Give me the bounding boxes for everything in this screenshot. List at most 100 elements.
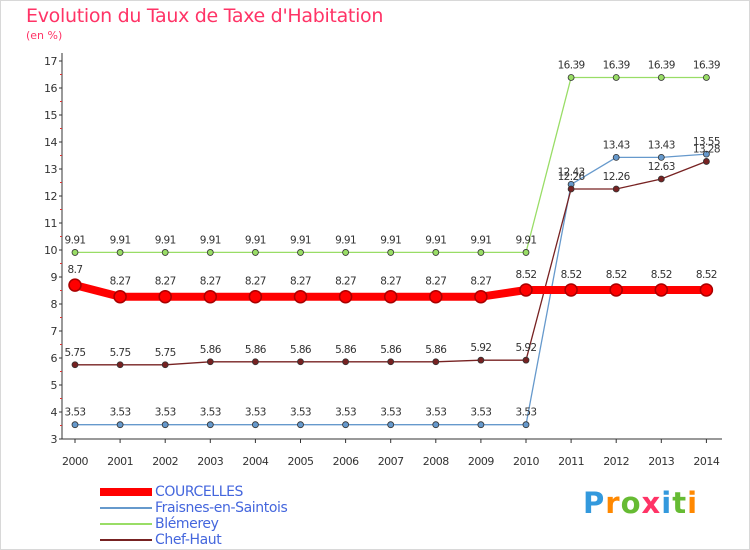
data-label: 5.86 <box>245 344 267 356</box>
x-tick-label: 2008 <box>423 455 449 468</box>
data-label: 3.53 <box>155 407 176 419</box>
data-label: 3.53 <box>516 407 537 419</box>
series-point <box>342 249 350 256</box>
data-label: 3.53 <box>335 407 356 419</box>
data-label: 9.91 <box>245 234 266 246</box>
data-label: 5.86 <box>200 344 222 356</box>
data-label: 5.75 <box>65 347 86 359</box>
series-point <box>474 289 488 304</box>
data-label: 5.86 <box>425 344 447 356</box>
data-label: 5.86 <box>290 344 312 356</box>
y-tick-label: 6 <box>51 352 58 365</box>
data-label: 5.86 <box>380 344 402 356</box>
y-tick-label: 9 <box>51 271 58 284</box>
series-point <box>703 158 710 165</box>
data-label: 5.75 <box>155 347 176 359</box>
series-point <box>161 249 169 256</box>
legend-label: Blémerey <box>155 516 219 532</box>
data-label: 8.52 <box>651 269 672 281</box>
series-point <box>612 74 620 81</box>
data-label: 8.52 <box>516 269 537 281</box>
series-point <box>387 421 395 429</box>
legend-swatch <box>100 523 152 525</box>
data-label: 9.91 <box>200 234 221 246</box>
data-label: 8.27 <box>155 276 176 288</box>
data-label: 9.91 <box>290 234 311 246</box>
chart-data-labels: 9.91 9.91 9.91 9.91 9.91 9.91 9.91 9.91 9.91 9.91… <box>65 59 721 419</box>
series-point <box>206 358 214 366</box>
logo-letter: i <box>661 486 673 520</box>
series-point <box>293 289 308 304</box>
logo-letter: P <box>583 486 606 520</box>
data-label: 13.43 <box>648 139 675 151</box>
legend-swatch <box>100 488 152 496</box>
legend-label: Fraisnes-en-Saintois <box>155 500 288 516</box>
data-label: 8.52 <box>696 269 717 281</box>
legend-item: Fraisnes-en-Saintois <box>100 500 360 516</box>
x-tick-label: 2013 <box>648 455 674 468</box>
legend-label: Chef-Haut <box>155 532 222 548</box>
data-label: 3.53 <box>470 407 491 419</box>
series-point <box>251 249 259 256</box>
y-tick-label: 17 <box>44 55 57 68</box>
series-point <box>522 421 530 429</box>
x-tick-label: 2006 <box>333 455 359 468</box>
series-point <box>477 421 485 429</box>
series-point <box>297 358 304 366</box>
series-point <box>432 249 440 256</box>
data-label: 12.43 <box>558 166 585 178</box>
series-point <box>158 289 172 304</box>
data-label: 9.91 <box>110 234 131 246</box>
legend-swatch <box>100 507 152 509</box>
series-point <box>342 358 350 366</box>
series-point <box>161 361 169 369</box>
x-tick-label: 2014 <box>693 455 719 468</box>
x-tick-label: 2002 <box>152 455 178 468</box>
series-point <box>612 185 620 193</box>
series-point <box>116 421 124 429</box>
x-tick-label: 2005 <box>288 455 314 468</box>
series-point <box>338 289 353 304</box>
data-label: 9.91 <box>516 234 537 246</box>
logo-letter: x <box>641 486 662 520</box>
series-point <box>113 289 127 304</box>
series-point <box>657 153 665 161</box>
series-point <box>297 421 304 429</box>
y-tick-label: 11 <box>44 217 57 230</box>
y-tick-label: 10 <box>44 244 57 257</box>
data-label: 9.91 <box>65 234 86 246</box>
series-point <box>477 249 485 256</box>
data-label: 9.91 <box>425 234 446 246</box>
legend-item: COURCELLES <box>100 484 360 500</box>
series-point <box>248 289 263 304</box>
data-label: 8.27 <box>200 276 221 288</box>
series-point <box>297 249 304 256</box>
chart-points <box>68 74 714 429</box>
x-tick-label: 2009 <box>468 455 494 468</box>
series-point <box>342 421 350 429</box>
series-point <box>657 175 665 183</box>
data-label: 8.27 <box>470 276 491 288</box>
data-label: 9.91 <box>380 234 401 246</box>
series-point <box>68 278 82 292</box>
series-point <box>609 283 623 297</box>
series-point <box>161 421 169 429</box>
data-label: 9.91 <box>155 234 176 246</box>
series-point <box>203 289 218 304</box>
data-label: 8.27 <box>245 276 266 288</box>
series-point <box>522 356 530 364</box>
legend-item: Blémerey <box>100 516 360 532</box>
series-point <box>564 283 578 297</box>
data-label: 8.7 <box>68 264 83 276</box>
series-point <box>429 289 443 304</box>
data-label: 8.27 <box>110 276 131 288</box>
series-line-3 <box>75 160 707 366</box>
data-label: 8.27 <box>335 276 356 288</box>
y-tick-label: 13 <box>44 163 57 176</box>
logo-letter: t <box>672 486 688 520</box>
series-point <box>567 185 575 193</box>
y-tick-label: 4 <box>51 406 58 419</box>
series-point <box>699 283 714 297</box>
series-point <box>116 249 124 256</box>
